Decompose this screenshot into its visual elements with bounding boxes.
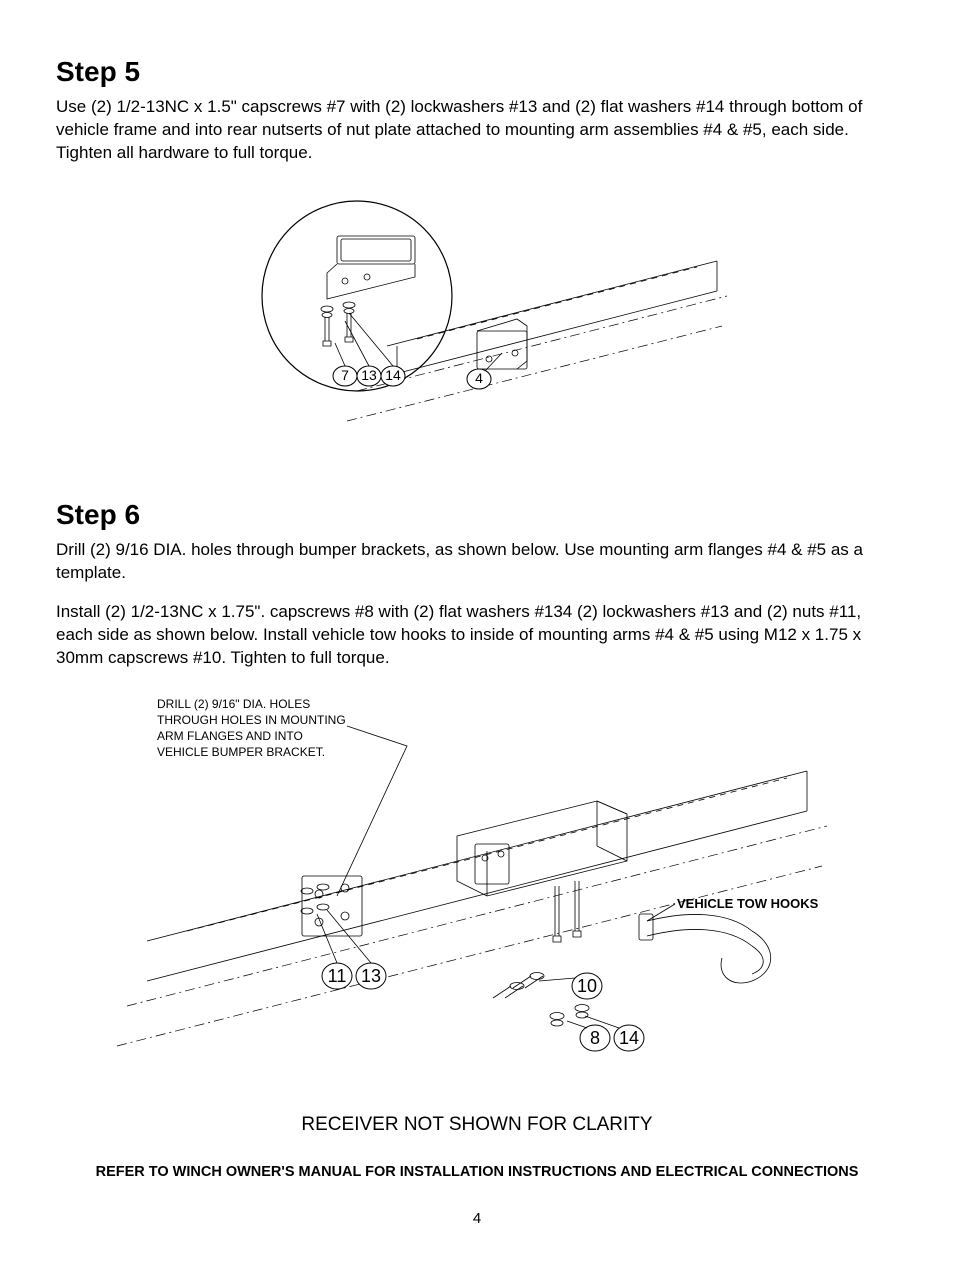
step6-diagram: DRILL (2) 9/16" DIA. HOLES THROUGH HOLES…: [87, 686, 867, 1096]
step6-text2: Install (2) 1/2-13NC x 1.75". capscrews …: [56, 601, 898, 670]
drill-note-l3: ARM FLANGES AND INTO: [157, 729, 303, 743]
bubble-14: 14: [385, 367, 401, 383]
tow-hooks-label: VEHICLE TOW HOOKS: [677, 896, 819, 911]
bubble-4: 4: [475, 370, 483, 386]
step6-text1: Drill (2) 9/16 DIA. holes through bumper…: [56, 539, 898, 585]
step6-heading: Step 6: [56, 499, 898, 531]
bubble-13b: 13: [361, 966, 381, 986]
step5-text: Use (2) 1/2-13NC x 1.5" capscrews #7 wit…: [56, 96, 898, 165]
step5-diagram: 7 13 14 4: [217, 181, 737, 481]
drill-note-l2: THROUGH HOLES IN MOUNTING: [157, 713, 346, 727]
bubble-10: 10: [577, 976, 597, 996]
page-number: 4: [56, 1210, 898, 1227]
bubble-13: 13: [361, 367, 377, 383]
drill-note-l4: VEHICLE BUMPER BRACKET.: [157, 745, 325, 759]
step5-heading: Step 5: [56, 56, 898, 88]
drill-note-l1: DRILL (2) 9/16" DIA. HOLES: [157, 697, 310, 711]
bubble-8: 8: [590, 1028, 600, 1048]
footer-note: REFER TO WINCH OWNER'S MANUAL FOR INSTAL…: [56, 1164, 898, 1180]
bubble-7: 7: [341, 367, 349, 383]
bubble-14b: 14: [619, 1028, 639, 1048]
step6-caption: RECEIVER NOT SHOWN FOR CLARITY: [56, 1114, 898, 1136]
bubble-11: 11: [328, 966, 347, 986]
